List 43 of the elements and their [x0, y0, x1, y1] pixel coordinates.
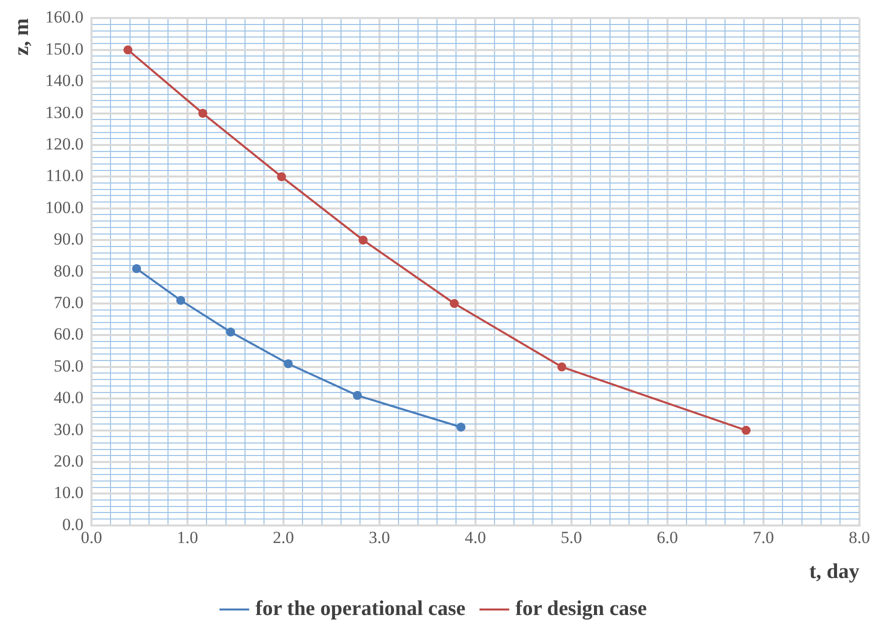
point [284, 359, 293, 368]
point [352, 390, 362, 400]
point [198, 108, 208, 118]
x-tick-label: 2.0 [272, 528, 294, 548]
y-tick-label: 10.0 [54, 483, 84, 502]
x-tick-label: 5.0 [560, 528, 582, 548]
y-tick-label: 100.0 [45, 198, 84, 217]
legend-label: for design case [515, 596, 647, 620]
point [176, 296, 186, 305]
y-tick-label: 110.0 [46, 166, 84, 186]
y-axis-title: z, m [9, 18, 34, 56]
point [450, 299, 459, 308]
y-tick-label: 40.0 [54, 388, 84, 408]
y-tick-label: 70.0 [54, 292, 84, 312]
point [123, 45, 132, 54]
point [358, 236, 368, 245]
x-tick-label: 4.0 [464, 528, 486, 548]
point [456, 422, 466, 432]
y-tick-label: 80.0 [54, 261, 84, 280]
x-tick-label: 6.0 [656, 528, 678, 548]
y-tick-label: 140.0 [45, 71, 84, 90]
x-tick-label: 3.0 [368, 528, 390, 548]
point [132, 264, 142, 274]
x-axis-title: t, day [809, 558, 860, 583]
y-tick-label: 150.0 [45, 39, 84, 58]
y-tick-label: 120.0 [45, 134, 84, 154]
y-tick-label: 160.0 [45, 8, 84, 27]
y-tick-label: 20.0 [54, 451, 84, 470]
x-tick-label: 1.0 [176, 528, 198, 548]
y-tick-label: 130.0 [45, 102, 84, 122]
y-tick-label: 30.0 [54, 420, 84, 439]
x-tick-label: 8.0 [848, 528, 870, 548]
point [226, 328, 236, 337]
point [277, 172, 286, 182]
y-tick-label: 60.0 [54, 324, 84, 344]
legend-label: for the operational case [255, 596, 466, 620]
x-tick-label: 7.0 [752, 528, 774, 548]
y-tick-label: 90.0 [54, 230, 84, 249]
x-tick-label: 0.0 [80, 528, 102, 548]
y-tick-label: 50.0 [54, 356, 84, 376]
y-tick-label: 0.0 [62, 514, 84, 534]
point [742, 426, 751, 435]
point [557, 362, 566, 372]
